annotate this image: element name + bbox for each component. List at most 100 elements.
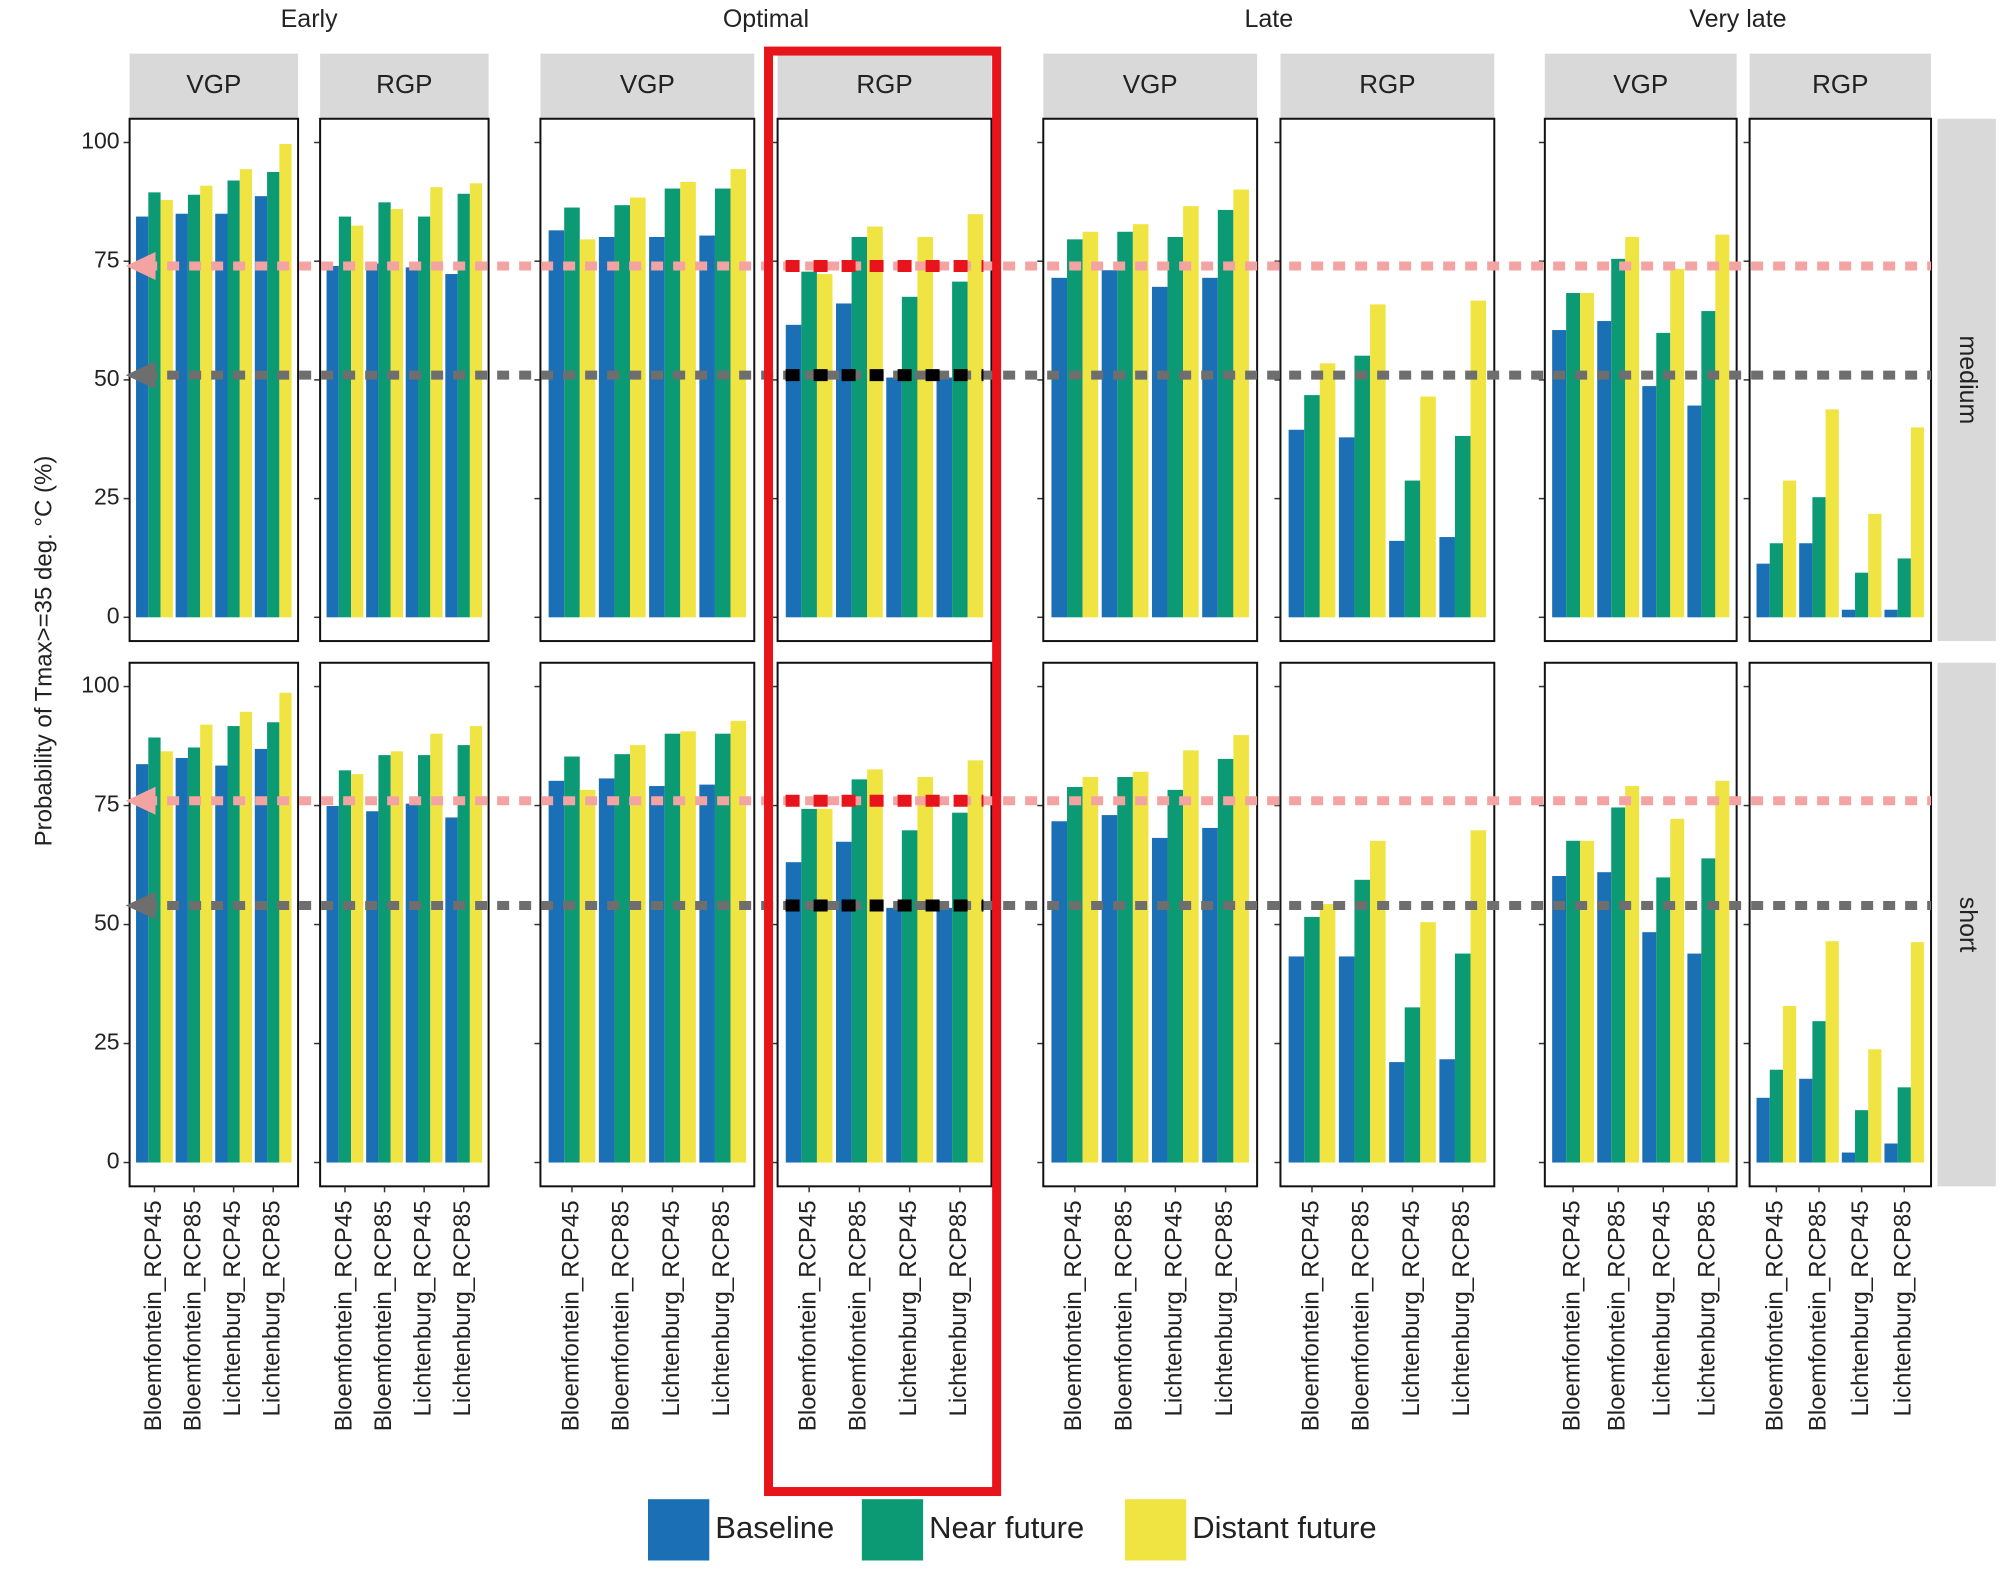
bar [338, 770, 352, 1163]
bar [867, 226, 883, 618]
reference-arrow [125, 786, 156, 815]
y-tick-label: 0 [107, 1148, 120, 1174]
x-tick-label: Bloemfontein_RCP45 [1297, 1200, 1324, 1431]
bar [326, 265, 339, 618]
bar [1625, 236, 1640, 618]
panel-border [539, 117, 756, 643]
bar [1884, 1143, 1898, 1163]
x-tick-label: Lichtenburg_RCP85 [708, 1200, 735, 1416]
bar [1319, 363, 1336, 618]
group-label: Optimal [723, 5, 809, 33]
bar [445, 274, 458, 618]
bar [1756, 1097, 1770, 1163]
bar [1338, 956, 1355, 1163]
bar [851, 779, 868, 1163]
bar [816, 808, 833, 1163]
panel-border [319, 661, 490, 1188]
bar [378, 755, 391, 1163]
bar [1825, 409, 1839, 618]
x-tick-label: Lichtenburg_RCP85 [1211, 1200, 1238, 1416]
bar [1151, 837, 1168, 1163]
panel-border [128, 661, 300, 1188]
bar [1897, 558, 1911, 618]
bar [785, 324, 802, 618]
bar [136, 216, 149, 618]
bar [326, 806, 339, 1163]
bar [1656, 877, 1671, 1163]
bar [1404, 1007, 1421, 1163]
bar [1841, 609, 1856, 618]
x-tick-label: Lichtenburg_RCP45 [1161, 1200, 1188, 1416]
legend-key [648, 1499, 710, 1561]
bar [160, 199, 173, 618]
bar [1389, 540, 1405, 618]
bar [390, 208, 403, 618]
bar [1217, 209, 1234, 618]
bar [1454, 953, 1471, 1163]
x-tick-label: Lichtenburg_RCP45 [409, 1200, 436, 1416]
bar [469, 183, 483, 618]
bar [1101, 270, 1118, 618]
strip-label: RGP [856, 69, 912, 99]
bar [579, 789, 596, 1163]
strip-label: VGP [1613, 69, 1668, 99]
x-tick-label: Bloemfontein_RCP85 [1348, 1200, 1375, 1431]
bar [1611, 258, 1626, 618]
bar [1420, 922, 1436, 1163]
panel-border [1543, 661, 1738, 1188]
x-tick-label: Bloemfontein_RCP85 [845, 1200, 872, 1431]
bar [351, 225, 364, 618]
bar [967, 214, 984, 618]
bar [801, 271, 817, 618]
bar [1117, 231, 1133, 618]
y-axis-label: Probability of Tmax>=35 deg. °C (%) [30, 456, 57, 847]
y-tick-label: 25 [94, 484, 120, 510]
bar [1701, 858, 1716, 1163]
bar [1625, 786, 1640, 1163]
bar [1841, 1152, 1856, 1163]
bar [200, 724, 213, 1163]
bar [630, 745, 646, 1163]
strip [777, 53, 992, 119]
x-tick-label: Bloemfontein_RCP85 [1110, 1200, 1137, 1431]
reference-arrow [125, 361, 156, 390]
bar [699, 784, 715, 1163]
bar [279, 692, 292, 1163]
bar [160, 751, 173, 1163]
bar [1082, 776, 1099, 1163]
bar [816, 274, 833, 618]
bar [175, 757, 188, 1163]
bar [1067, 786, 1083, 1163]
bar [1769, 1069, 1783, 1163]
bar [630, 197, 646, 618]
y-tick-label: 75 [94, 246, 120, 272]
x-tick-label: Lichtenburg_RCP85 [1448, 1200, 1475, 1416]
bar [886, 377, 902, 618]
bar [1580, 293, 1595, 618]
bar [418, 216, 431, 618]
strip-label: VGP [1123, 69, 1178, 99]
bar [1304, 395, 1320, 618]
row-strip [1937, 662, 1996, 1187]
x-tick-label: Lichtenburg_RCP45 [219, 1200, 246, 1416]
bar [457, 745, 470, 1163]
bar [1670, 818, 1685, 1163]
bar [1420, 396, 1436, 618]
bar [175, 213, 188, 618]
bar [1167, 236, 1184, 618]
bar [1769, 543, 1783, 618]
row-strip [1937, 118, 1996, 642]
x-tick-label: Lichtenburg_RCP85 [259, 1200, 286, 1416]
bar [952, 281, 968, 618]
bar [801, 808, 817, 1163]
bar [1117, 776, 1133, 1163]
group-label: Very late [1689, 5, 1786, 33]
bar [239, 169, 253, 618]
bar [148, 192, 161, 618]
panel-border [1042, 117, 1259, 643]
bar [836, 841, 852, 1163]
bar [1370, 304, 1386, 618]
bar [1404, 480, 1421, 618]
panel-border [1042, 661, 1259, 1188]
